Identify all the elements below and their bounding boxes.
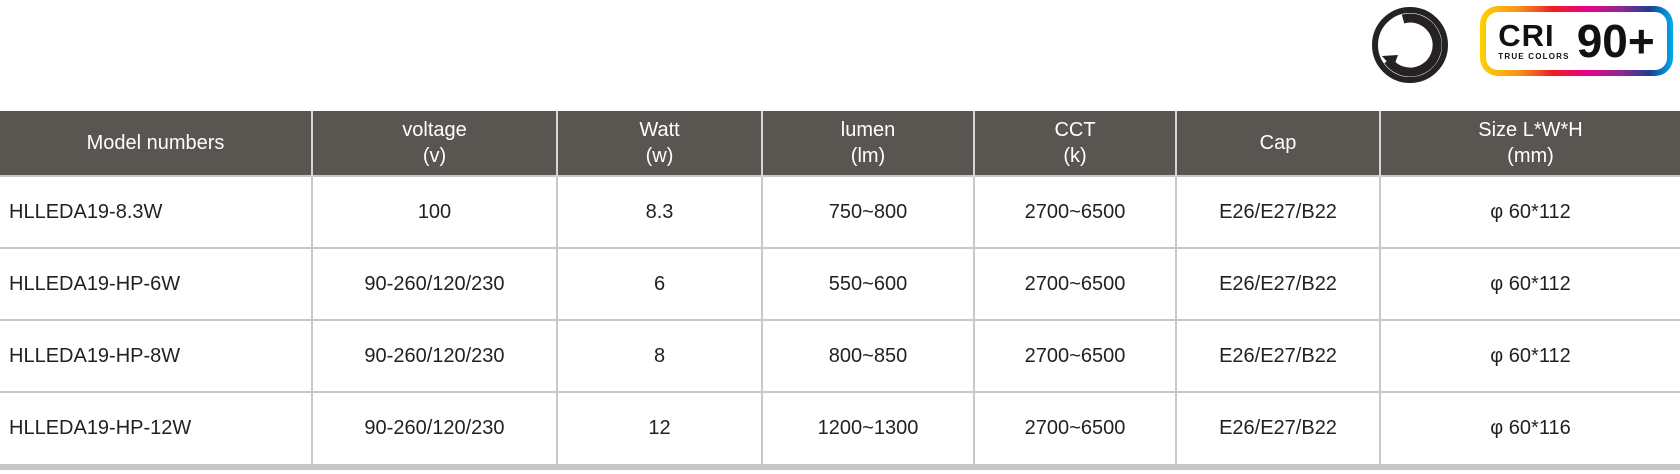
spec-table: Model numbers voltage (v) Watt (w) lumen (l… <box>0 111 1680 464</box>
table-row: HLLEDA19-8.3W 100 8.3 750~800 2700~6500 … <box>0 175 1680 248</box>
cell-voltage: 90-260/120/230 <box>312 391 558 464</box>
cell-model: HLLEDA19-HP-12W <box>0 391 313 464</box>
table-row: HLLEDA19-HP-6W 90-260/120/230 6 550~600 … <box>0 247 1680 320</box>
cri-value: 90+ <box>1576 15 1655 67</box>
col-header-lumen: lumen (lm) <box>762 111 975 176</box>
cell-voltage: 90-260/120/230 <box>312 319 558 392</box>
cell-cap: E26/E27/B22 <box>1176 319 1381 392</box>
cell-size: φ 60*112 <box>1380 175 1680 248</box>
swirl-logo-icon <box>1370 5 1450 85</box>
cell-cap: E26/E27/B22 <box>1176 247 1381 320</box>
table-header-row: Model numbers voltage (v) Watt (w) lumen (l… <box>0 111 1680 176</box>
col-header-watt: Watt (w) <box>557 111 763 176</box>
cell-watt: 8 <box>557 319 763 392</box>
cell-size: φ 60*112 <box>1380 319 1680 392</box>
cell-cap: E26/E27/B22 <box>1176 391 1381 464</box>
cri-label-block: CRI TRUE COLORS <box>1498 18 1570 61</box>
cell-cct: 2700~6500 <box>974 319 1177 392</box>
cri-label: CRI <box>1498 18 1555 53</box>
cell-voltage: 90-260/120/230 <box>312 247 558 320</box>
col-header-cap: Cap <box>1176 111 1381 176</box>
cri-sublabel: TRUE COLORS <box>1498 52 1570 61</box>
cell-lumen: 800~850 <box>762 319 975 392</box>
cell-cct: 2700~6500 <box>974 175 1177 248</box>
cell-watt: 12 <box>557 391 763 464</box>
col-header-size: Size L*W*H (mm) <box>1380 111 1680 176</box>
col-header-voltage: voltage (v) <box>312 111 558 176</box>
swirl-logo-svg <box>1372 7 1448 83</box>
cell-watt: 6 <box>557 247 763 320</box>
cell-lumen: 1200~1300 <box>762 391 975 464</box>
cell-model: HLLEDA19-8.3W <box>0 175 313 248</box>
cell-model: HLLEDA19-HP-8W <box>0 319 313 392</box>
cell-size: φ 60*116 <box>1380 391 1680 464</box>
cri-badge: CRI TRUE COLORS 90+ <box>1480 6 1673 76</box>
cell-watt: 8.3 <box>557 175 763 248</box>
cell-cct: 2700~6500 <box>974 391 1177 464</box>
table-row: HLLEDA19-HP-12W 90-260/120/230 12 1200~1… <box>0 391 1680 464</box>
cell-cct: 2700~6500 <box>974 247 1177 320</box>
cell-lumen: 550~600 <box>762 247 975 320</box>
cell-cap: E26/E27/B22 <box>1176 175 1381 248</box>
table-row: HLLEDA19-HP-8W 90-260/120/230 8 800~850 … <box>0 319 1680 392</box>
table-bottom-border <box>0 464 1680 470</box>
col-header-cct: CCT (k) <box>974 111 1177 176</box>
cell-voltage: 100 <box>312 175 558 248</box>
cell-size: φ 60*112 <box>1380 247 1680 320</box>
cell-lumen: 750~800 <box>762 175 975 248</box>
cri-badge-inner: CRI TRUE COLORS 90+ <box>1486 12 1667 70</box>
col-header-model-numbers: Model numbers <box>0 111 313 176</box>
cell-model: HLLEDA19-HP-6W <box>0 247 313 320</box>
